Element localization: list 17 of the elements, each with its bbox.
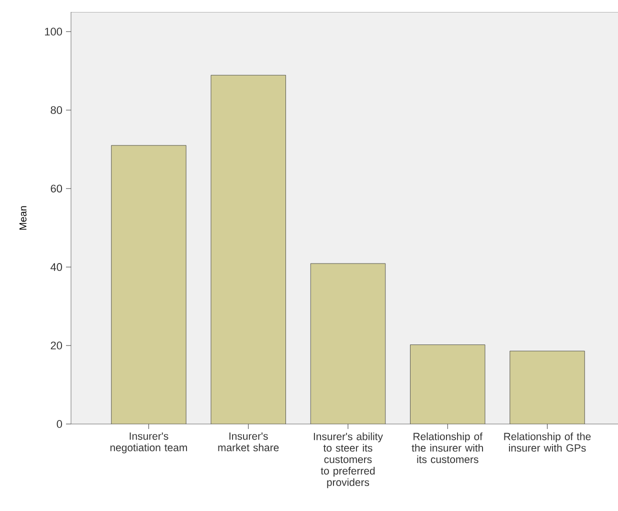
x-tick-label: Relationship of the insurer with GPs [504, 432, 591, 452]
bar [111, 145, 186, 424]
x-tick-label: Insurer's market share [218, 432, 279, 452]
x-tick-label: Insurer's negotiation team [110, 432, 187, 454]
y-tick-label: 80 [50, 106, 62, 114]
y-tick-label: 0 [56, 420, 62, 428]
bar [210, 74, 286, 424]
x-tick-label: Insurer's ability to steer its customers to preferred providers [314, 432, 383, 488]
y-tick-label: 40 [50, 263, 62, 271]
y-tick-label: 100 [45, 28, 62, 36]
y-tick-label: 60 [50, 184, 62, 192]
bar [410, 344, 486, 424]
x-tick-label: Relationship of the insurer with its customers [412, 432, 483, 464]
bar [310, 263, 386, 424]
y-axis-title: Mean [20, 206, 26, 230]
bar [510, 350, 585, 424]
y-tick-label: 20 [50, 342, 62, 350]
